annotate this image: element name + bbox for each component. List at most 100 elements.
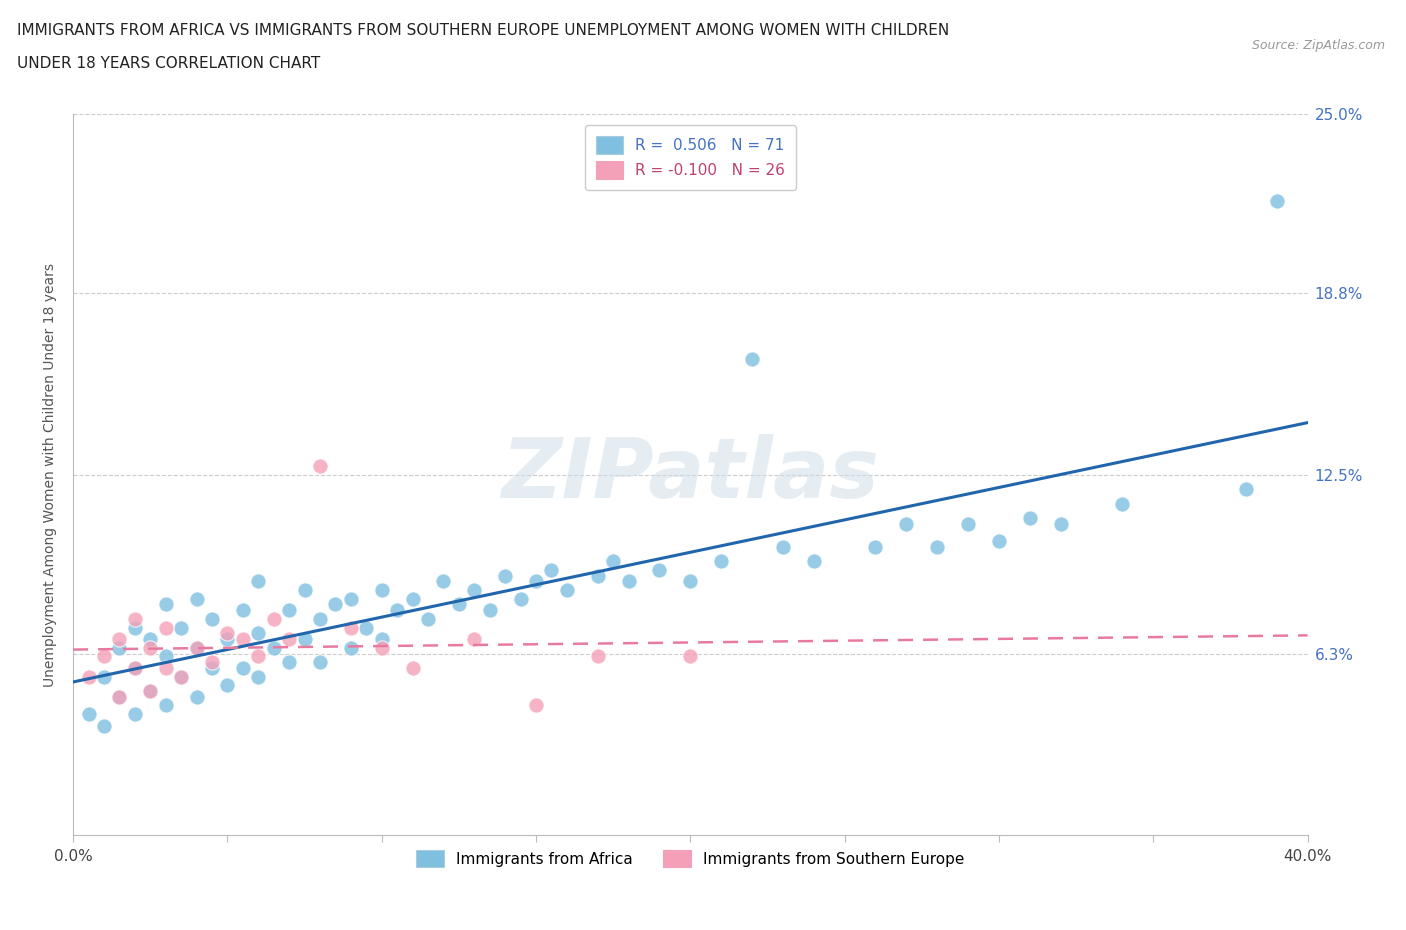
Point (586, 649, 609, 664)
Point (463, 582, 485, 597)
Point (232, 660, 254, 675)
Point (247, 626, 270, 641)
Point (108, 689, 131, 704)
Point (432, 574, 454, 589)
Point (294, 631, 316, 646)
Point (263, 612, 285, 627)
Point (108, 641, 131, 656)
Point (957, 516, 980, 531)
Point (309, 655, 332, 670)
Point (586, 568, 609, 583)
Point (186, 689, 208, 704)
Point (124, 620, 146, 635)
Point (155, 698, 177, 713)
Point (170, 670, 193, 684)
Point (416, 612, 439, 627)
Point (1111, 496, 1133, 511)
Point (139, 684, 162, 698)
Point (340, 641, 363, 656)
Point (170, 670, 193, 684)
Point (93, 649, 115, 664)
Point (155, 649, 177, 664)
Point (524, 574, 547, 589)
Point (987, 534, 1010, 549)
Point (540, 563, 562, 578)
Point (155, 597, 177, 612)
Point (370, 582, 392, 597)
Point (170, 620, 193, 635)
Point (896, 516, 918, 531)
Point (803, 553, 825, 568)
Point (340, 620, 363, 635)
Point (494, 568, 516, 583)
Point (232, 603, 254, 618)
Point (278, 631, 301, 646)
Point (217, 626, 239, 641)
Point (247, 670, 270, 684)
Point (155, 660, 177, 675)
Point (186, 641, 208, 656)
Point (124, 612, 146, 627)
Point (186, 641, 208, 656)
Point (232, 631, 254, 646)
Point (325, 597, 347, 612)
Point (401, 660, 423, 675)
Y-axis label: Unemployment Among Women with Children Under 18 years: Unemployment Among Women with Children U… (44, 262, 58, 686)
Point (108, 631, 131, 646)
Text: ZIPatlas: ZIPatlas (502, 434, 879, 515)
Point (247, 574, 270, 589)
Point (865, 539, 887, 554)
Point (340, 591, 363, 606)
Point (201, 660, 224, 675)
Point (263, 641, 285, 656)
Point (155, 620, 177, 635)
Point (278, 655, 301, 670)
Point (108, 689, 131, 704)
Point (679, 649, 702, 664)
Point (124, 707, 146, 722)
Point (385, 603, 408, 618)
Point (247, 649, 270, 664)
Text: IMMIGRANTS FROM AFRICA VS IMMIGRANTS FROM SOUTHERN EUROPE UNEMPLOYMENT AMONG WOM: IMMIGRANTS FROM AFRICA VS IMMIGRANTS FRO… (17, 23, 949, 38)
Point (463, 631, 485, 646)
Point (93, 718, 115, 733)
Point (124, 660, 146, 675)
Point (186, 591, 208, 606)
Point (217, 678, 239, 693)
Point (278, 603, 301, 618)
Point (1265, 193, 1288, 208)
Point (309, 612, 332, 627)
Point (1234, 482, 1257, 497)
Point (617, 574, 640, 589)
Point (1049, 516, 1071, 531)
Point (77, 670, 100, 684)
Point (217, 631, 239, 646)
Point (124, 660, 146, 675)
Point (294, 582, 316, 597)
Point (478, 603, 501, 618)
Point (602, 553, 624, 568)
Point (927, 539, 949, 554)
Point (201, 612, 224, 627)
Point (648, 563, 671, 578)
Point (309, 458, 332, 473)
Point (139, 641, 162, 656)
Point (679, 574, 702, 589)
Point (356, 620, 378, 635)
Point (93, 670, 115, 684)
Point (772, 539, 794, 554)
Point (370, 641, 392, 656)
Point (401, 591, 423, 606)
Point (509, 591, 531, 606)
Text: UNDER 18 YEARS CORRELATION CHART: UNDER 18 YEARS CORRELATION CHART (17, 56, 321, 71)
Point (524, 698, 547, 713)
Legend: Immigrants from Africa, Immigrants from Southern Europe: Immigrants from Africa, Immigrants from … (405, 839, 976, 878)
Point (710, 553, 733, 568)
Point (370, 631, 392, 646)
Point (139, 631, 162, 646)
Point (741, 352, 763, 366)
Point (555, 582, 578, 597)
Point (447, 597, 470, 612)
Point (1018, 511, 1040, 525)
Text: Source: ZipAtlas.com: Source: ZipAtlas.com (1251, 39, 1385, 52)
